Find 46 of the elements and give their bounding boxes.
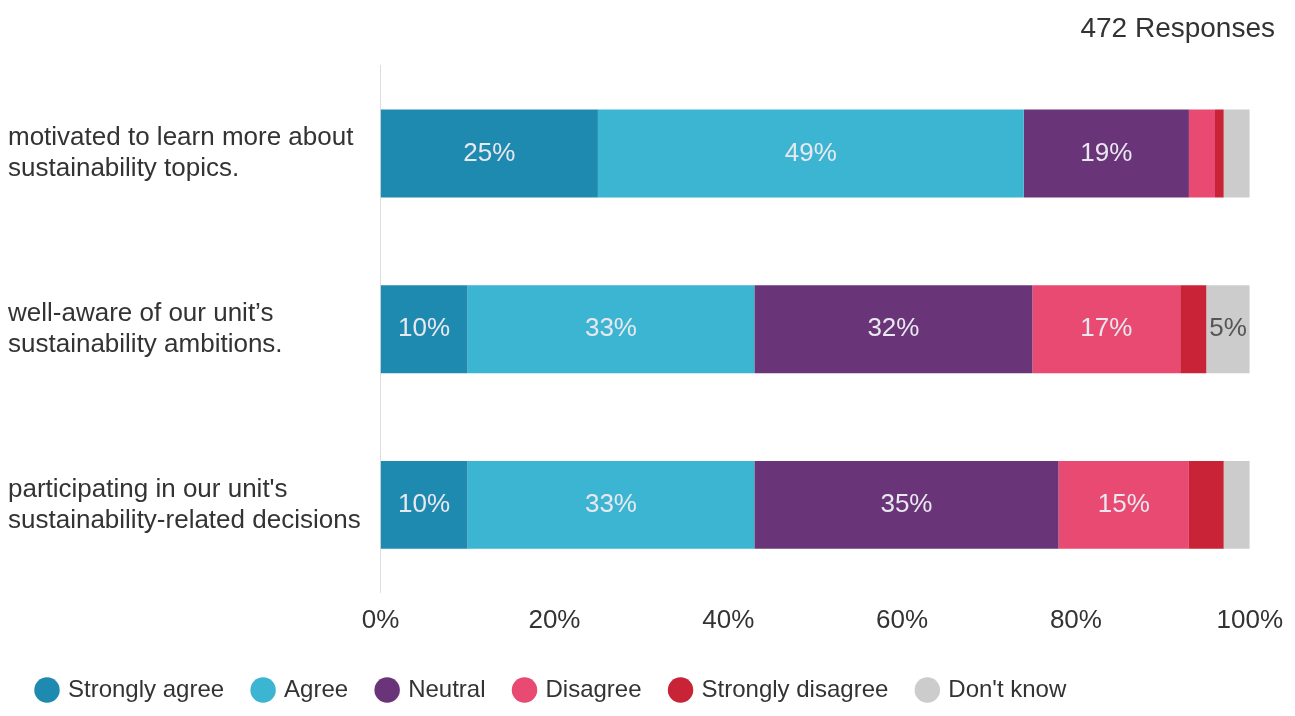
bar: [467, 461, 755, 549]
bar: [1188, 109, 1215, 198]
x-tick-label: 80%: [1049, 603, 1102, 634]
legend-label: Strongly agree: [68, 674, 225, 702]
data-label: 5%: [1209, 312, 1247, 343]
bar: [1180, 285, 1207, 374]
data-label: 25%: [463, 136, 516, 167]
bar: [1223, 109, 1250, 198]
y-tick-label: participating in our unit's sustainability-related decisions: [8, 472, 361, 534]
data-label: 32%: [867, 312, 920, 343]
data-label: 35%: [880, 488, 933, 519]
data-label: 10%: [398, 488, 451, 519]
x-tick-label: 0%: [361, 603, 400, 634]
y-tick-label: motivated to learn more about sustainability topics.: [8, 121, 355, 183]
bar: [1058, 461, 1189, 549]
data-label: 49%: [784, 136, 837, 167]
data-label: 17%: [1080, 312, 1133, 343]
bar: [1206, 285, 1250, 374]
bar: [1032, 285, 1181, 374]
y-tick-label: well-aware of our unit’s sustainability ambitions.: [7, 296, 283, 358]
legend-label: Disagree: [545, 674, 642, 702]
bar: [1214, 109, 1224, 198]
x-tick-label: 100%: [1216, 603, 1283, 634]
bar: [380, 109, 598, 198]
bar: [467, 285, 755, 374]
bar: [754, 461, 1059, 549]
legend-label: Don't know: [948, 674, 1067, 702]
bar: [1223, 461, 1250, 549]
bar: [1188, 461, 1224, 549]
x-tick-label: 40%: [702, 603, 755, 634]
bar: [380, 285, 468, 374]
data-label: 33%: [584, 488, 637, 519]
legend-label: Neutral: [408, 674, 486, 702]
bar: [380, 461, 468, 549]
data-label: 19%: [1080, 136, 1133, 167]
x-tick-label: 60%: [876, 603, 929, 634]
data-label: 15%: [1097, 488, 1150, 519]
data-label: 10%: [398, 312, 451, 343]
bar: [1023, 109, 1189, 198]
bar: [597, 109, 1024, 198]
legend-label: Strongly disagree: [701, 674, 889, 702]
chart-title: 472 Responses: [1080, 11, 1275, 43]
bar: [754, 285, 1033, 374]
legend-label: Agree: [284, 674, 349, 702]
x-tick-label: 20%: [528, 603, 581, 634]
data-label: 33%: [584, 312, 637, 343]
